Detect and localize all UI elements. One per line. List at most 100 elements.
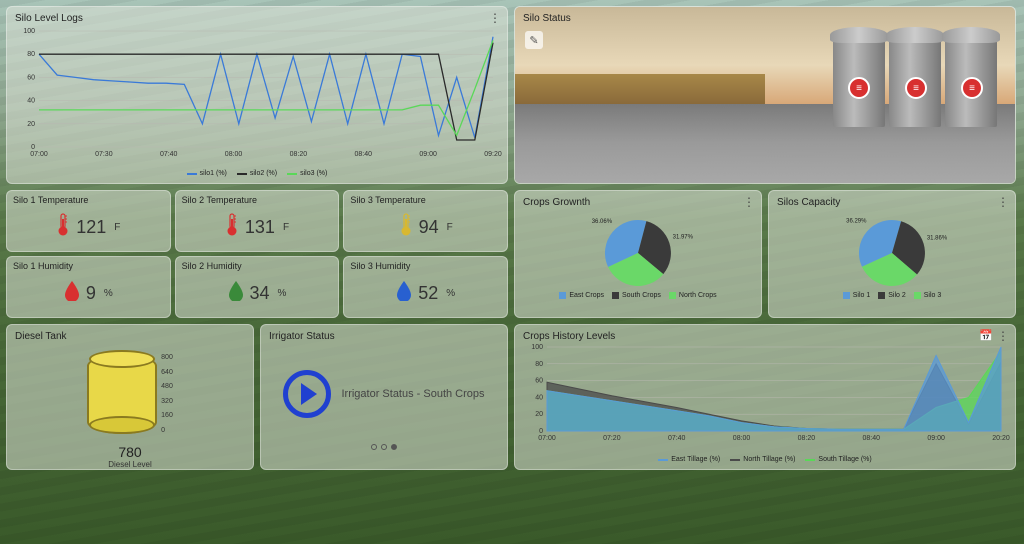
- svg-text:07:40: 07:40: [668, 435, 686, 442]
- silo1-temp-card: Silo 1 Temperature 121 F: [6, 190, 171, 252]
- silo3-temp-card: Silo 3 Temperature 94 F: [343, 190, 508, 252]
- silo-photo: [515, 7, 1015, 183]
- svg-text:40: 40: [535, 394, 543, 401]
- metric-value: 52: [418, 283, 438, 304]
- svg-text:36.29%: 36.29%: [846, 218, 867, 224]
- svg-text:80: 80: [535, 361, 543, 368]
- svg-text:07:40: 07:40: [160, 151, 178, 158]
- thermometer-icon: [56, 213, 70, 242]
- card-title: Irrigator Status: [261, 325, 507, 344]
- tank-label: Diesel Level: [7, 460, 253, 469]
- thermometer-icon: [399, 213, 413, 242]
- card-menu-icon[interactable]: ⋮: [489, 11, 501, 25]
- metric-value: 94: [419, 217, 439, 238]
- metric-value: 121: [76, 217, 106, 238]
- pie-legend: East Crops South Crops North Crops: [515, 292, 761, 303]
- silo-marker-2[interactable]: ≡: [905, 77, 927, 99]
- svg-text:08:20: 08:20: [798, 435, 816, 442]
- irrigator-text: Irrigator Status - South Crops: [341, 388, 484, 400]
- card-title: Silos Capacity: [769, 191, 1015, 210]
- silo-status-card: Silo Status ✎ ≡ ≡ ≡: [514, 6, 1016, 184]
- edit-icon[interactable]: ✎: [525, 31, 543, 49]
- svg-text:07:00: 07:00: [30, 151, 48, 158]
- svg-text:07:00: 07:00: [538, 435, 556, 442]
- svg-text:08:20: 08:20: [290, 151, 308, 158]
- svg-text:36.06%: 36.06%: [592, 219, 613, 225]
- silo-marker-3[interactable]: ≡: [961, 77, 983, 99]
- card-title: Silo Level Logs: [7, 7, 507, 26]
- metric-title: Silo 3 Temperature: [344, 191, 507, 205]
- metric-unit: %: [446, 288, 455, 299]
- svg-text:0: 0: [539, 428, 543, 435]
- metric-title: Silo 1 Temperature: [7, 191, 170, 205]
- drop-icon: [396, 281, 412, 306]
- svg-text:09:20: 09:20: [484, 151, 502, 158]
- silos-capacity-pie: 36.29%31.86%31.86%: [772, 212, 1012, 290]
- irrigator-status-card: Irrigator Status Irrigator Status - Sout…: [260, 324, 508, 470]
- silo1-humidity-card: Silo 1 Humidity 9 %: [6, 256, 171, 318]
- svg-text:80: 80: [27, 51, 35, 58]
- card-title: Crops History Levels: [515, 325, 1015, 344]
- metric-title: Silo 2 Humidity: [176, 257, 339, 271]
- metric-unit: F: [283, 222, 289, 233]
- card-title: Silo Status: [515, 7, 579, 26]
- card-menu-icon[interactable]: ⋮: [997, 329, 1009, 343]
- svg-text:08:00: 08:00: [733, 435, 751, 442]
- pies-row: Crops Grownth ⋮ 36.06%31.97%31.97% East …: [514, 190, 1016, 318]
- svg-text:100: 100: [23, 28, 35, 35]
- crops-history-legend: East Tillage (%) North Tillage (%) South…: [515, 454, 1015, 467]
- silo2-humidity-card: Silo 2 Humidity 34 %: [175, 256, 340, 318]
- svg-text:31.97%: 31.97%: [673, 235, 694, 241]
- metric-title: Silo 1 Humidity: [7, 257, 170, 271]
- svg-text:07:30: 07:30: [95, 151, 113, 158]
- svg-text:20: 20: [27, 121, 35, 128]
- svg-text:0: 0: [31, 144, 35, 151]
- card-menu-icon[interactable]: ⋮: [997, 195, 1009, 209]
- silo-level-logs-card: Silo Level Logs ⋮ 0 20 40 60 80 100 07:00 07:30…: [6, 6, 508, 184]
- card-title: Crops Grownth: [515, 191, 761, 210]
- tank-scale: 8006404803201600: [161, 354, 173, 434]
- calendar-icon[interactable]: 📅: [979, 329, 993, 342]
- pie-legend: Silo 1 Silo 2 Silo 3: [769, 292, 1015, 303]
- play-button[interactable]: [283, 370, 331, 418]
- thermometer-icon: [225, 213, 239, 242]
- svg-text:100: 100: [531, 344, 543, 351]
- silo2-temp-card: Silo 2 Temperature 131 F: [175, 190, 340, 252]
- card-menu-icon[interactable]: ⋮: [743, 195, 755, 209]
- silo-logs-chart: 0 20 40 60 80 100 07:00 07:30 07:40 08:00 08:20 08:…: [13, 25, 503, 165]
- crops-growth-card: Crops Grownth ⋮ 36.06%31.97%31.97% East …: [514, 190, 762, 318]
- drop-icon: [64, 281, 80, 306]
- svg-text:60: 60: [27, 74, 35, 81]
- svg-text:31.86%: 31.86%: [927, 236, 948, 242]
- svg-text:09:00: 09:00: [419, 151, 437, 158]
- metric-unit: %: [278, 288, 287, 299]
- svg-text:08:00: 08:00: [225, 151, 243, 158]
- silo3-humidity-card: Silo 3 Humidity 52 %: [343, 256, 508, 318]
- metric-unit: %: [104, 288, 113, 299]
- svg-text:07:20: 07:20: [603, 435, 621, 442]
- svg-text:60: 60: [535, 378, 543, 385]
- metric-value: 131: [245, 217, 275, 238]
- svg-text:20:20: 20:20: [992, 435, 1010, 442]
- metrics-grid: Silo 1 Temperature 121 F Silo 2 Temperat…: [6, 190, 508, 318]
- drop-icon: [228, 281, 244, 306]
- row3-left: Diesel Tank 8006404803201600 780 Diesel …: [6, 324, 508, 470]
- metric-title: Silo 2 Temperature: [176, 191, 339, 205]
- silo-marker-1[interactable]: ≡: [848, 77, 870, 99]
- metric-value: 34: [250, 283, 270, 304]
- card-title: Diesel Tank: [7, 325, 253, 344]
- tank-icon: [87, 354, 157, 434]
- svg-text:08:40: 08:40: [355, 151, 373, 158]
- pager-dots[interactable]: [261, 444, 507, 454]
- svg-text:20: 20: [535, 411, 543, 418]
- metric-unit: F: [114, 222, 120, 233]
- silo-logs-legend: silo1 (%) silo2 (%) silo3 (%): [7, 168, 507, 181]
- crops-history-card: Crops History Levels 📅 ⋮ 0 20 40 60 80 100 07:…: [514, 324, 1016, 470]
- metric-unit: F: [447, 222, 453, 233]
- svg-text:40: 40: [27, 98, 35, 105]
- crops-growth-pie: 36.06%31.97%31.97%: [518, 212, 758, 290]
- metric-title: Silo 3 Humidity: [344, 257, 507, 271]
- tank-value: 780: [7, 444, 253, 460]
- svg-text:09:00: 09:00: [927, 435, 945, 442]
- diesel-tank-card: Diesel Tank 8006404803201600 780 Diesel …: [6, 324, 254, 470]
